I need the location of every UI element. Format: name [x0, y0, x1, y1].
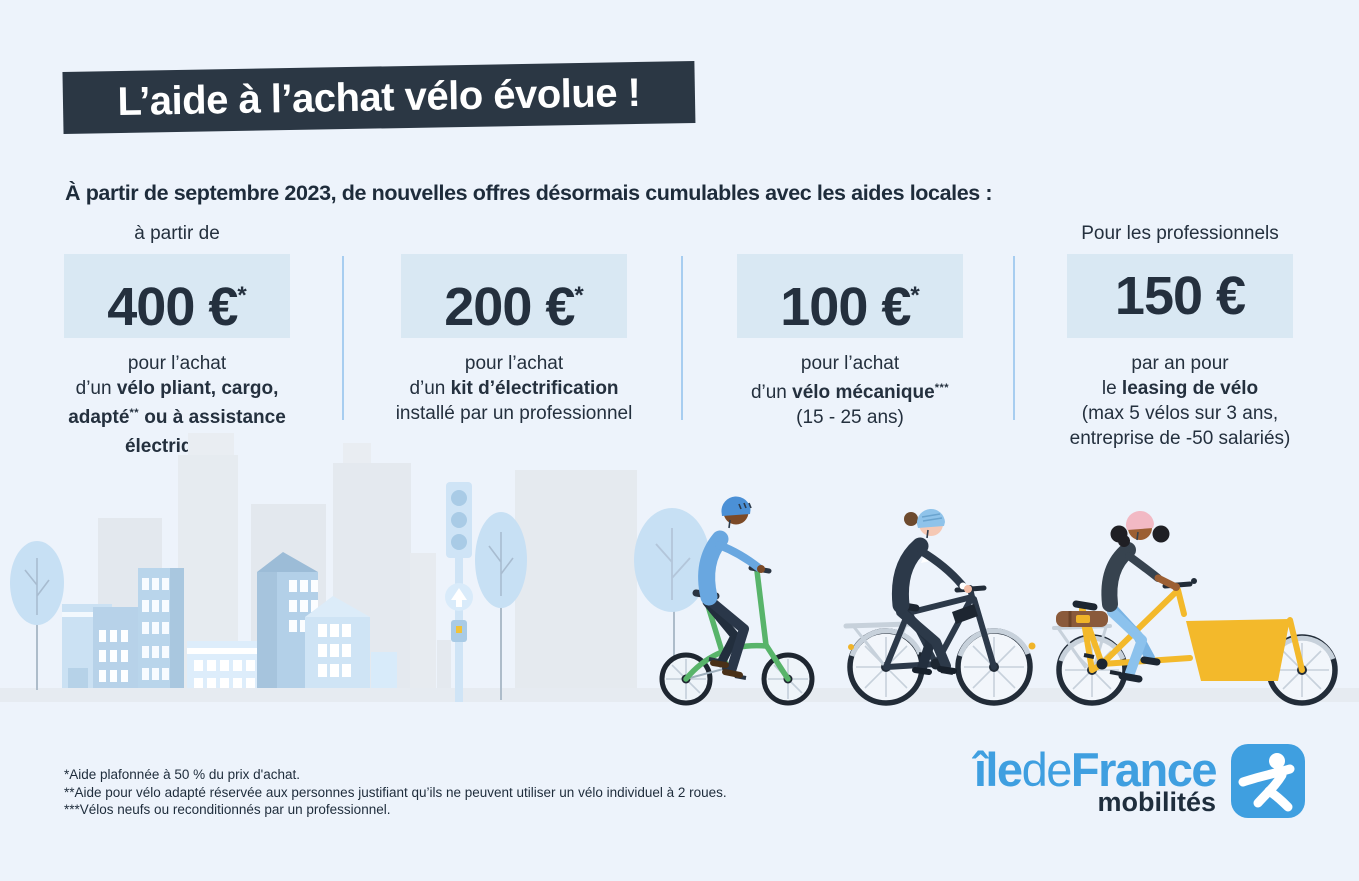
offer-card-150: Pour les professionnels 150 € par an pou… [1035, 222, 1325, 451]
idfm-logo-text: îledeFrance mobilités [948, 743, 1218, 817]
cyclist-folding-bike [659, 496, 815, 706]
desc-line: entreprise de -50 salariés) [1069, 428, 1291, 449]
traffic-light-icon [445, 482, 473, 702]
city-cycling-illustration [0, 433, 1359, 706]
idfm-logo: îledeFrance mobilités [948, 744, 1305, 818]
cargo-box [1186, 619, 1290, 681]
price-box-100: 100 €* [737, 254, 963, 338]
desc-line: d’un vélo pliant, cargo, [75, 378, 279, 399]
offer-top-label: à partir de [134, 223, 220, 244]
idfm-brand-name: îledeFrance [973, 743, 1218, 796]
offer-description: pour l’achat d’un kit d’électrification … [369, 351, 659, 426]
footnotes: *Aide plafonnée à 50 % du prix d'achat. … [64, 766, 727, 819]
offer-card-200: 200 €* pour l’achat d’un kit d’électrifi… [369, 222, 659, 426]
cyclist-city-bike [843, 508, 1036, 706]
tree-icon [475, 512, 527, 700]
price-box-400: 400 €* [64, 254, 290, 338]
offer-top-label [705, 222, 995, 249]
desc-line: le leasing de vélo [1101, 378, 1259, 399]
cyclist-cargo-bike [1052, 510, 1338, 706]
desc-line: pour l’achat [800, 353, 900, 374]
offer-description: par an pour le leasing de vélo (max 5 vé… [1035, 351, 1325, 451]
desc-line: d’un vélo mécanique*** [750, 382, 950, 403]
price-box-200: 200 €* [401, 254, 627, 338]
offer-description: pour l’achat d’un vélo mécanique*** (15 … [705, 351, 995, 430]
offer-card-400: à partir de 400 €* pour l’achat d’un vél… [32, 222, 322, 459]
idfm-logo-icon [1231, 744, 1305, 818]
column-divider [681, 256, 683, 420]
blue-buildings [62, 552, 397, 702]
offer-top-label: Pour les professionnels [1081, 223, 1279, 244]
desc-line: d’un kit d’électrification [409, 378, 619, 399]
offer-card-100: 100 €* pour l’achat d’un vélo mécanique*… [705, 222, 995, 430]
desc-line: (15 - 25 ans) [796, 407, 904, 428]
helmet-icon [721, 496, 751, 516]
tree-icon [634, 508, 710, 690]
desc-line: pour l’achat [464, 353, 564, 374]
desc-line: par an pour [1131, 353, 1229, 374]
column-divider [342, 256, 344, 420]
page-title: L’aide à l’achat vélo évolue ! [117, 70, 641, 125]
desc-line: adapté** ou à assistance [68, 407, 286, 428]
helmet-icon [1125, 510, 1154, 530]
rider-ponytail [904, 512, 918, 526]
offer-top-label [369, 222, 659, 249]
tree-icon [10, 541, 64, 690]
desc-line: (max 5 vélos sur 3 ans, [1081, 403, 1279, 424]
footnote-line: **Aide pour vélo adapté réservée aux per… [64, 784, 727, 800]
desc-line: pour l’achat [127, 353, 227, 374]
footnote-line: ***Vélos neufs ou reconditionnés par un … [64, 802, 391, 817]
intro-text: À partir de septembre 2023, de nouvelles… [65, 181, 993, 205]
column-divider [1013, 256, 1015, 420]
price-box-150: 150 € [1067, 254, 1293, 338]
desc-line: installé par un professionnel [395, 403, 633, 424]
idfm-brand-subtitle: mobilités [1097, 787, 1216, 817]
footnote-line: *Aide plafonnée à 50 % du prix d'achat. [64, 767, 300, 782]
title-banner: L’aide à l’achat vélo évolue ! [62, 60, 696, 134]
